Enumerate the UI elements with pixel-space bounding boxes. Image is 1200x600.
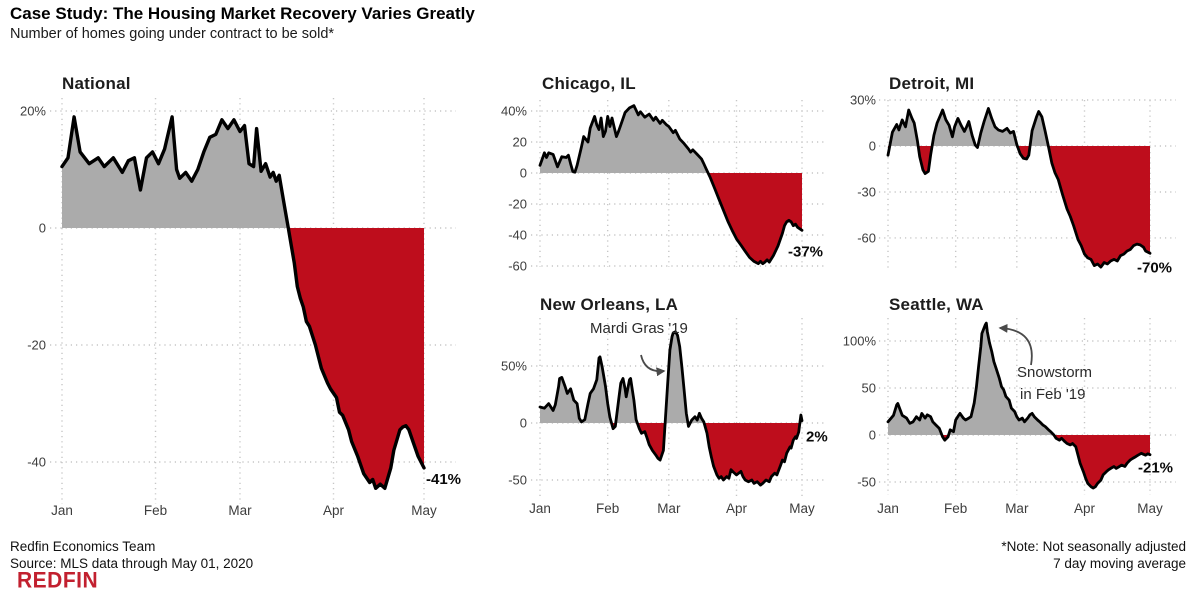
y-tick-label: -50 — [508, 473, 527, 488]
x-tick-label: May — [789, 501, 815, 516]
series-line — [60, 115, 426, 490]
y-tick-label: -60 — [508, 259, 527, 274]
area-fill-negative — [888, 435, 1150, 489]
y-tick-label: 0 — [869, 139, 876, 154]
series-line — [886, 321, 1152, 490]
x-tick-label: Mar — [1005, 501, 1029, 516]
y-tick-label: 40% — [501, 104, 527, 119]
y-tick-label: 0 — [39, 221, 46, 236]
end-value-label: -37% — [788, 243, 823, 260]
footer-source: Source: MLS data through May 01, 2020 — [10, 556, 254, 571]
footer-note-block: *Note: Not seasonally adjusted 7 day mov… — [1001, 538, 1186, 572]
area-fill-positive — [540, 331, 802, 423]
redfin-logo: REDFIN — [17, 569, 99, 593]
x-tick-label: Apr — [323, 503, 345, 518]
x-tick-label: Feb — [144, 503, 167, 518]
x-tick-label: Jan — [529, 501, 551, 516]
area-fill-negative — [62, 228, 424, 489]
chart-chicago-plot: 40% 20 0 -20 -40 -60 -37% — [501, 100, 826, 274]
x-tick-label: Feb — [596, 501, 619, 516]
y-tick-label: -30 — [857, 184, 876, 199]
annotation-text: in Feb '19 — [1020, 386, 1085, 403]
chart-title-detroit: Detroit, MI — [889, 74, 975, 93]
chart-detroit-plot: 30% 0 -30 -60 -70% — [850, 93, 1176, 276]
area-fill-positive — [62, 116, 424, 228]
page-title: Case Study: The Housing Market Recovery … — [10, 4, 475, 23]
x-tick-label: Apr — [726, 501, 748, 516]
y-tick-label: 30% — [850, 93, 876, 108]
y-tick-label: 0 — [869, 428, 876, 443]
y-tick-label: -20 — [508, 197, 527, 212]
y-tick-label: -20 — [27, 338, 46, 353]
y-tick-label: 100% — [843, 334, 877, 349]
footer-note-line1: *Note: Not seasonally adjusted — [1001, 539, 1186, 554]
series-line — [538, 330, 804, 487]
end-value-label: -41% — [426, 471, 461, 488]
chart-title-national: National — [62, 74, 131, 93]
y-tick-label: -60 — [857, 230, 876, 245]
footer-credit-block: Redfin Economics Team Source: MLS data t… — [10, 538, 253, 572]
area-fill-positive — [888, 323, 1150, 435]
series-line — [538, 104, 804, 266]
annotation-arrow — [998, 323, 1033, 366]
y-tick-label: -40 — [508, 228, 527, 243]
end-value-label: 2% — [806, 429, 828, 446]
end-value-label: -21% — [1138, 460, 1173, 477]
x-tick-label: Jan — [51, 503, 73, 518]
area-fill-negative — [540, 173, 802, 264]
x-tick-label: Apr — [1074, 501, 1096, 516]
annotation-text: Mardi Gras '19 — [590, 320, 688, 337]
y-tick-label: 50% — [501, 359, 527, 374]
y-tick-label: 20 — [513, 135, 527, 150]
x-tick-label: Mar — [657, 501, 681, 516]
chart-title-seattle: Seattle, WA — [889, 295, 984, 314]
y-tick-label: 20% — [20, 104, 46, 119]
footer-credit: Redfin Economics Team — [10, 539, 156, 554]
chart-title-chicago: Chicago, IL — [542, 74, 636, 93]
y-tick-label: -40 — [27, 455, 46, 470]
annotation-text: Snowstorm — [1017, 364, 1092, 381]
area-fill-negative — [540, 423, 802, 486]
footer-note-line2: 7 day moving average — [1053, 556, 1186, 571]
x-tick-label: Mar — [228, 503, 252, 518]
area-fill-negative — [888, 146, 1150, 268]
series-line — [886, 107, 1152, 269]
y-tick-label: 50 — [862, 381, 876, 396]
chart-title-neworleans: New Orleans, LA — [540, 295, 679, 314]
annotation-arrow — [640, 354, 666, 377]
area-fill-positive — [540, 105, 802, 173]
x-tick-label: Jan — [877, 501, 899, 516]
x-tick-label: Feb — [944, 501, 967, 516]
end-value-label: -70% — [1137, 259, 1172, 276]
gridlines — [879, 318, 1176, 495]
chart-national-plot: 20% 0 -20 -40 Jan Feb Mar Apr May -41% — [20, 98, 461, 518]
y-tick-label: 0 — [520, 416, 527, 431]
x-tick-label: May — [1137, 501, 1163, 516]
x-tick-label: May — [411, 503, 437, 518]
page-subtitle: Number of homes going under contract to … — [10, 26, 335, 42]
y-tick-label: 0 — [520, 166, 527, 181]
y-tick-label: -50 — [857, 475, 876, 490]
